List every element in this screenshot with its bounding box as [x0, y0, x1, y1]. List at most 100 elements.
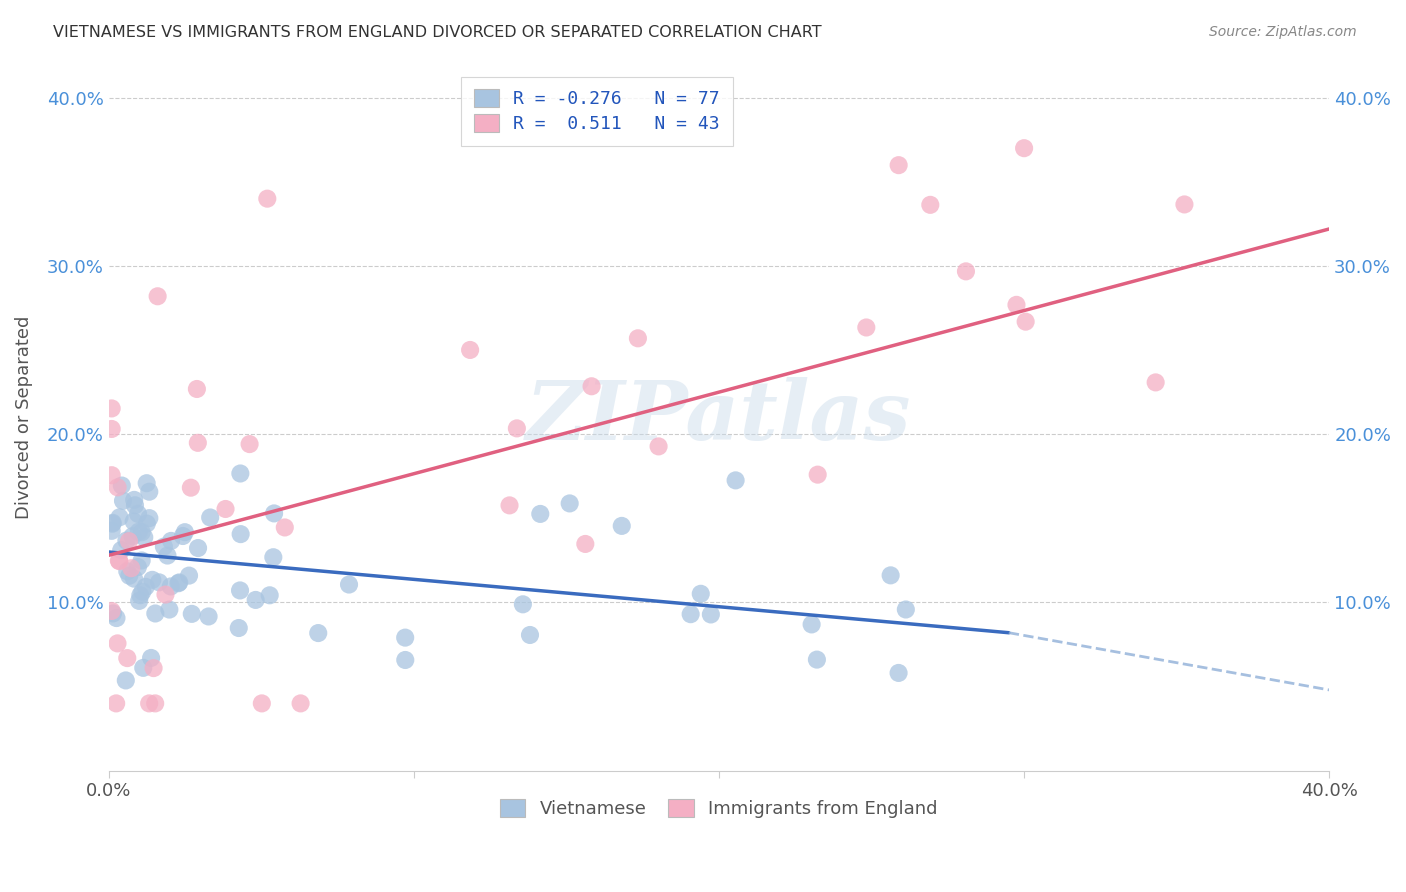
Point — [156, 549, 179, 563]
Point — [100, 422, 122, 436]
Point — [256, 192, 278, 206]
Point — [135, 580, 157, 594]
Point — [1173, 197, 1195, 211]
Point — [700, 607, 723, 622]
Point — [114, 673, 136, 688]
Point — [262, 550, 284, 565]
Point — [887, 158, 910, 172]
Point — [498, 499, 520, 513]
Point — [724, 474, 747, 488]
Point — [180, 481, 202, 495]
Point — [187, 435, 209, 450]
Point — [135, 476, 157, 491]
Point — [274, 520, 297, 534]
Point — [506, 421, 529, 435]
Point — [124, 498, 146, 512]
Point — [146, 289, 169, 303]
Point — [108, 510, 131, 524]
Point — [647, 439, 669, 453]
Point — [138, 511, 160, 525]
Point — [458, 343, 481, 357]
Point — [689, 587, 711, 601]
Point — [394, 631, 416, 645]
Point — [135, 516, 157, 531]
Point — [101, 607, 124, 621]
Point — [122, 572, 145, 586]
Point — [118, 568, 141, 582]
Text: Source: ZipAtlas.com: Source: ZipAtlas.com — [1209, 25, 1357, 39]
Point — [177, 568, 200, 582]
Point — [173, 525, 195, 540]
Point — [259, 588, 281, 602]
Point — [879, 568, 901, 582]
Point — [574, 537, 596, 551]
Point — [167, 576, 190, 591]
Y-axis label: Divorced or Separated: Divorced or Separated — [15, 316, 32, 519]
Point — [160, 533, 183, 548]
Point — [1012, 141, 1035, 155]
Point — [117, 651, 139, 665]
Point — [100, 468, 122, 483]
Point — [132, 661, 155, 675]
Point — [229, 583, 252, 598]
Point — [122, 515, 145, 529]
Point — [127, 507, 149, 521]
Text: VIETNAMESE VS IMMIGRANTS FROM ENGLAND DIVORCED OR SEPARATED CORRELATION CHART: VIETNAMESE VS IMMIGRANTS FROM ENGLAND DI… — [53, 25, 823, 40]
Point — [1014, 315, 1036, 329]
Point — [122, 492, 145, 507]
Point — [100, 401, 122, 416]
Point — [143, 607, 166, 621]
Point — [100, 524, 122, 538]
Point — [229, 467, 252, 481]
Point — [141, 573, 163, 587]
Legend: Vietnamese, Immigrants from England: Vietnamese, Immigrants from England — [494, 792, 945, 825]
Point — [129, 588, 152, 602]
Point — [108, 553, 131, 567]
Point — [180, 607, 202, 621]
Point — [1005, 298, 1028, 312]
Point — [172, 529, 194, 543]
Point — [806, 652, 828, 666]
Point — [131, 553, 153, 567]
Point — [128, 594, 150, 608]
Point — [101, 516, 124, 530]
Point — [139, 651, 162, 665]
Point — [855, 320, 877, 334]
Point — [229, 527, 252, 541]
Point — [290, 697, 312, 711]
Point — [120, 561, 142, 575]
Point — [250, 697, 273, 711]
Point — [111, 493, 134, 508]
Point — [228, 621, 250, 635]
Point — [519, 628, 541, 642]
Point — [153, 540, 176, 554]
Point — [610, 519, 633, 533]
Point — [679, 607, 702, 622]
Point — [100, 604, 122, 618]
Point — [887, 665, 910, 680]
Point — [138, 697, 160, 711]
Point — [558, 496, 581, 510]
Point — [121, 529, 143, 543]
Point — [187, 541, 209, 555]
Point — [157, 602, 180, 616]
Point — [127, 560, 149, 574]
Point — [337, 577, 360, 591]
Point — [142, 661, 165, 675]
Point — [101, 516, 124, 531]
Point — [955, 264, 977, 278]
Point — [920, 198, 942, 212]
Point — [115, 533, 138, 548]
Point — [107, 636, 129, 650]
Point — [131, 584, 153, 599]
Point — [105, 697, 128, 711]
Point — [263, 507, 285, 521]
Point — [167, 575, 190, 590]
Point — [117, 564, 139, 578]
Point — [581, 379, 603, 393]
Point — [108, 554, 131, 568]
Point — [214, 502, 236, 516]
Point — [807, 467, 830, 482]
Point — [107, 480, 129, 494]
Point — [128, 524, 150, 539]
